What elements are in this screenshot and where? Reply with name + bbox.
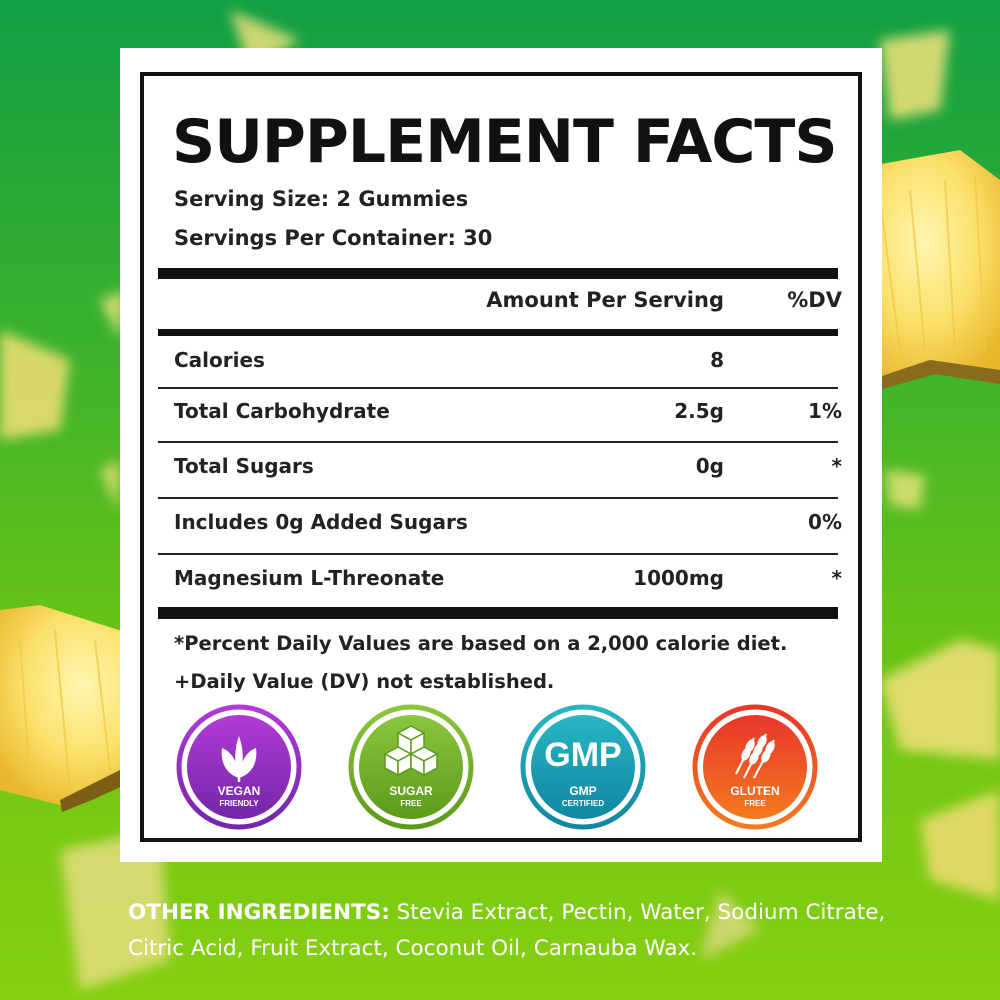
nutrient-name: Magnesium L-Threonate (174, 566, 445, 590)
supplement-facts-card: SUPPLEMENT FACTS Serving Size: 2 Gummies… (120, 48, 882, 862)
table-row: Magnesium L-Threonate 1000mg * (144, 566, 858, 596)
row-divider (158, 497, 838, 499)
badge-sublabel: FREE (744, 799, 766, 808)
nutrient-dv: * (831, 566, 842, 590)
table-row: Includes 0g Added Sugars 0% (144, 510, 858, 540)
servings-per-container: Servings Per Container: 30 (174, 226, 493, 250)
nutrient-amount: 8 (710, 348, 724, 372)
sugar-free-badge: SUGAR FREE (348, 704, 474, 830)
nutrient-name: Calories (174, 348, 265, 372)
vegan-badge: VEGAN FRIENDLY (176, 704, 302, 830)
footnote-daily-values: *Percent Daily Values are based on a 2,0… (174, 632, 788, 655)
header-dv: %DV (787, 288, 842, 312)
badge-sublabel: FRIENDLY (219, 799, 259, 808)
row-divider (158, 553, 838, 555)
gluten-free-badge: GLUTEN FREE (692, 704, 818, 830)
gmp-mark: GMP (544, 736, 621, 774)
divider-header (158, 329, 838, 336)
nutrient-dv: 1% (808, 399, 842, 423)
footnote-dv-not-established: +Daily Value (DV) not established. (174, 670, 555, 693)
table-row: Total Carbohydrate 2.5g 1% (144, 399, 858, 429)
header-amount-per-serving: Amount Per Serving (486, 288, 724, 312)
badge-label: SUGAR (389, 784, 433, 798)
table-row: Calories 8 (144, 348, 858, 378)
badge-sublabel: FREE (400, 799, 422, 808)
nutrient-amount: 0g (695, 454, 724, 478)
badge-label: VEGAN (217, 784, 261, 798)
nutrient-dv: 0% (808, 510, 842, 534)
row-divider (158, 441, 838, 443)
other-ingredients: OTHER INGREDIENTS: Stevia Extract, Pecti… (128, 895, 908, 967)
page-title: SUPPLEMENT FACTS (172, 107, 838, 177)
nutrient-dv: * (831, 454, 842, 478)
leaf-icon (176, 704, 302, 830)
nutrient-name: Includes 0g Added Sugars (174, 510, 468, 534)
row-divider (158, 387, 838, 389)
badge-label: GLUTEN (730, 784, 780, 798)
gmp-badge: GMP GMP CERTIFIED (520, 704, 646, 830)
badge-label: GMP (569, 784, 597, 798)
thick-divider-top (158, 268, 838, 279)
other-ingredients-text: Stevia Extract, Pectin, Water, Sodium Ci… (128, 900, 886, 961)
gmp-icon: GMP (520, 704, 646, 830)
facts-frame: SUPPLEMENT FACTS Serving Size: 2 Gummies… (140, 72, 862, 842)
nutrient-amount: 2.5g (674, 399, 724, 423)
nutrient-name: Total Carbohydrate (174, 399, 390, 423)
nutrient-name: Total Sugars (174, 454, 314, 478)
nutrient-amount: 1000mg (633, 566, 724, 590)
badge-sublabel: CERTIFIED (561, 799, 605, 808)
other-ingredients-label: OTHER INGREDIENTS: (128, 900, 390, 925)
table-row: Total Sugars 0g * (144, 454, 858, 484)
wheat-icon (692, 704, 818, 830)
sugar-cubes-icon (348, 704, 474, 830)
serving-size: Serving Size: 2 Gummies (174, 187, 469, 211)
pineapple-wedge-right (848, 150, 1000, 392)
thick-divider-bottom (158, 607, 838, 619)
